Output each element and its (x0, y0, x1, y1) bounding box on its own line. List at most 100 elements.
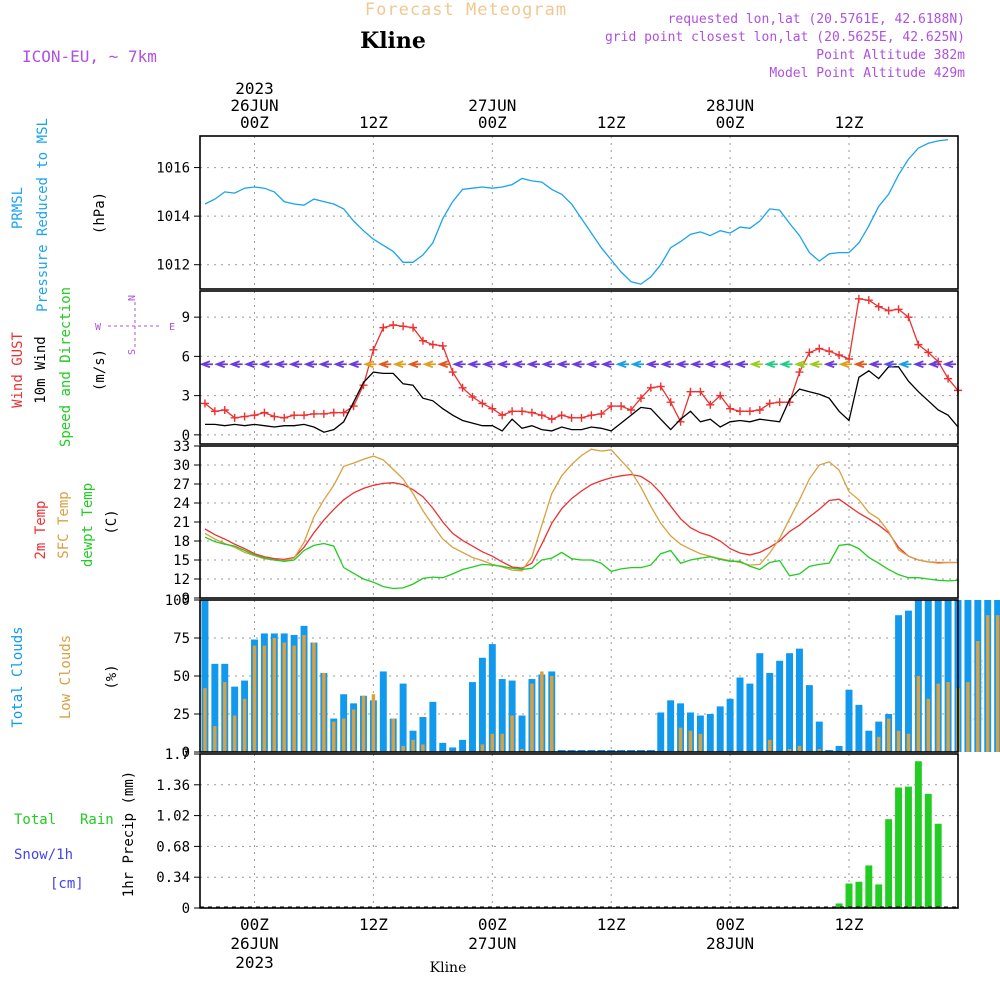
clouds-bar (530, 683, 534, 752)
gust-marker (379, 323, 388, 332)
wind-arrow (853, 360, 867, 369)
clouds-frame (199, 599, 959, 753)
gust-marker (200, 399, 209, 408)
wind-arrow (645, 360, 659, 369)
wind-arrow (764, 360, 778, 369)
wind-arrow (214, 360, 228, 369)
clouds-bar (817, 748, 822, 752)
precip-panel: 0 0.34 0.68 1.02 1.36 1.7 (156, 747, 959, 917)
gust-marker (409, 323, 418, 332)
gust-marker (547, 415, 556, 424)
gust-marker (240, 412, 249, 421)
wind-arrow (348, 360, 362, 369)
10m-wind-line (205, 366, 959, 433)
compass-n: N (127, 295, 138, 301)
temp-unit: (C) (104, 509, 120, 534)
wind-arrow (496, 360, 511, 369)
ytick-label: 24 (173, 496, 190, 512)
precip-bar (835, 903, 843, 908)
model-label: ICON-EU, ~ 7km (22, 47, 157, 66)
gust-marker (706, 400, 715, 409)
clouds-bar (726, 698, 734, 752)
wind-arrow (660, 360, 674, 369)
gust-marker (607, 402, 616, 411)
wind-arrow (570, 360, 585, 369)
precip-bar (934, 823, 942, 908)
wind-arrow (258, 360, 273, 369)
wind-arrow (883, 360, 897, 369)
clouds-bar (657, 712, 665, 752)
clouds-bar (667, 700, 675, 752)
clouds-bar (797, 745, 802, 752)
clouds-bar (282, 642, 286, 752)
clouds-bar (896, 730, 901, 752)
wind-arrow (229, 360, 243, 369)
clouds-bar (399, 683, 407, 752)
wind-arrow (749, 360, 763, 369)
clouds-bar (876, 736, 881, 752)
bottom-time-label: 00Z (716, 915, 745, 934)
gust-marker (656, 382, 665, 391)
gust-marker (755, 406, 764, 414)
ytick-label: 1.36 (156, 778, 190, 794)
wind-arrow (407, 360, 422, 369)
footer-location: Kline (430, 960, 467, 976)
gust-marker (597, 409, 606, 418)
gust-marker (270, 412, 279, 421)
wind-arrow (288, 360, 303, 369)
clouds-bar (865, 730, 873, 752)
clouds-bar (736, 677, 744, 752)
gust-marker (627, 406, 636, 414)
clouds-bar (478, 657, 486, 752)
gust-marker (220, 406, 229, 414)
precip-bar (924, 793, 932, 908)
gust-marker (300, 411, 309, 420)
clouds-bar (232, 715, 237, 752)
top-time-label: 12Z (835, 113, 864, 132)
gust-marker (498, 411, 507, 420)
ytick-label: 0 (182, 428, 190, 444)
model-altitude: Model Point Altitude 429m (769, 66, 965, 81)
wind-arrow (808, 360, 823, 369)
clouds-bar (756, 653, 764, 752)
top-time-label: 00Z (716, 113, 745, 132)
ytick-label: 1014 (156, 209, 190, 225)
ytick-label: 0 (182, 901, 190, 917)
gust-marker (666, 398, 675, 407)
wind-arrow (377, 360, 392, 369)
gust-marker (527, 408, 536, 417)
clouds-bar (469, 682, 476, 752)
wind-arrow (199, 360, 213, 369)
clouds-bar (995, 615, 1000, 752)
bottom-time-label: 12Z (835, 915, 864, 934)
gust-marker (250, 411, 259, 420)
clouds-bar (411, 739, 415, 752)
gust-marker (518, 407, 527, 416)
gust-marker (369, 345, 378, 354)
bottom-time-label: 12Z (597, 915, 626, 934)
clouds-bar (201, 600, 209, 752)
grid-point-coords: grid point closest lon,lat (20.5625E, 42… (605, 30, 965, 45)
plot-area: 1012101410160369912151821242730330255075… (156, 79, 1000, 972)
wind-arrow (303, 360, 317, 369)
wind-arrow (333, 360, 347, 369)
clouds-bar (926, 698, 931, 752)
dewpt-label: dewpt Temp (80, 483, 96, 567)
gust-marker (716, 391, 725, 400)
clouds-bar (934, 600, 942, 752)
wind-arrow (392, 360, 407, 369)
gust-marker (557, 411, 566, 420)
clouds-bar (371, 694, 376, 752)
clouds-bar (419, 717, 427, 752)
top-time-label: 12Z (359, 113, 388, 132)
sfc-temp-line (204, 448, 958, 572)
wind-arrow (674, 360, 689, 369)
clouds-bar (500, 733, 504, 752)
gust-marker (537, 411, 546, 420)
precip-bar (904, 786, 912, 908)
gust-marker (399, 322, 408, 331)
wind-arrow (481, 360, 496, 369)
clouds-bar (429, 701, 437, 752)
wind-arrow (734, 360, 749, 369)
wind-dir-label: Speed and Direction (58, 287, 74, 447)
